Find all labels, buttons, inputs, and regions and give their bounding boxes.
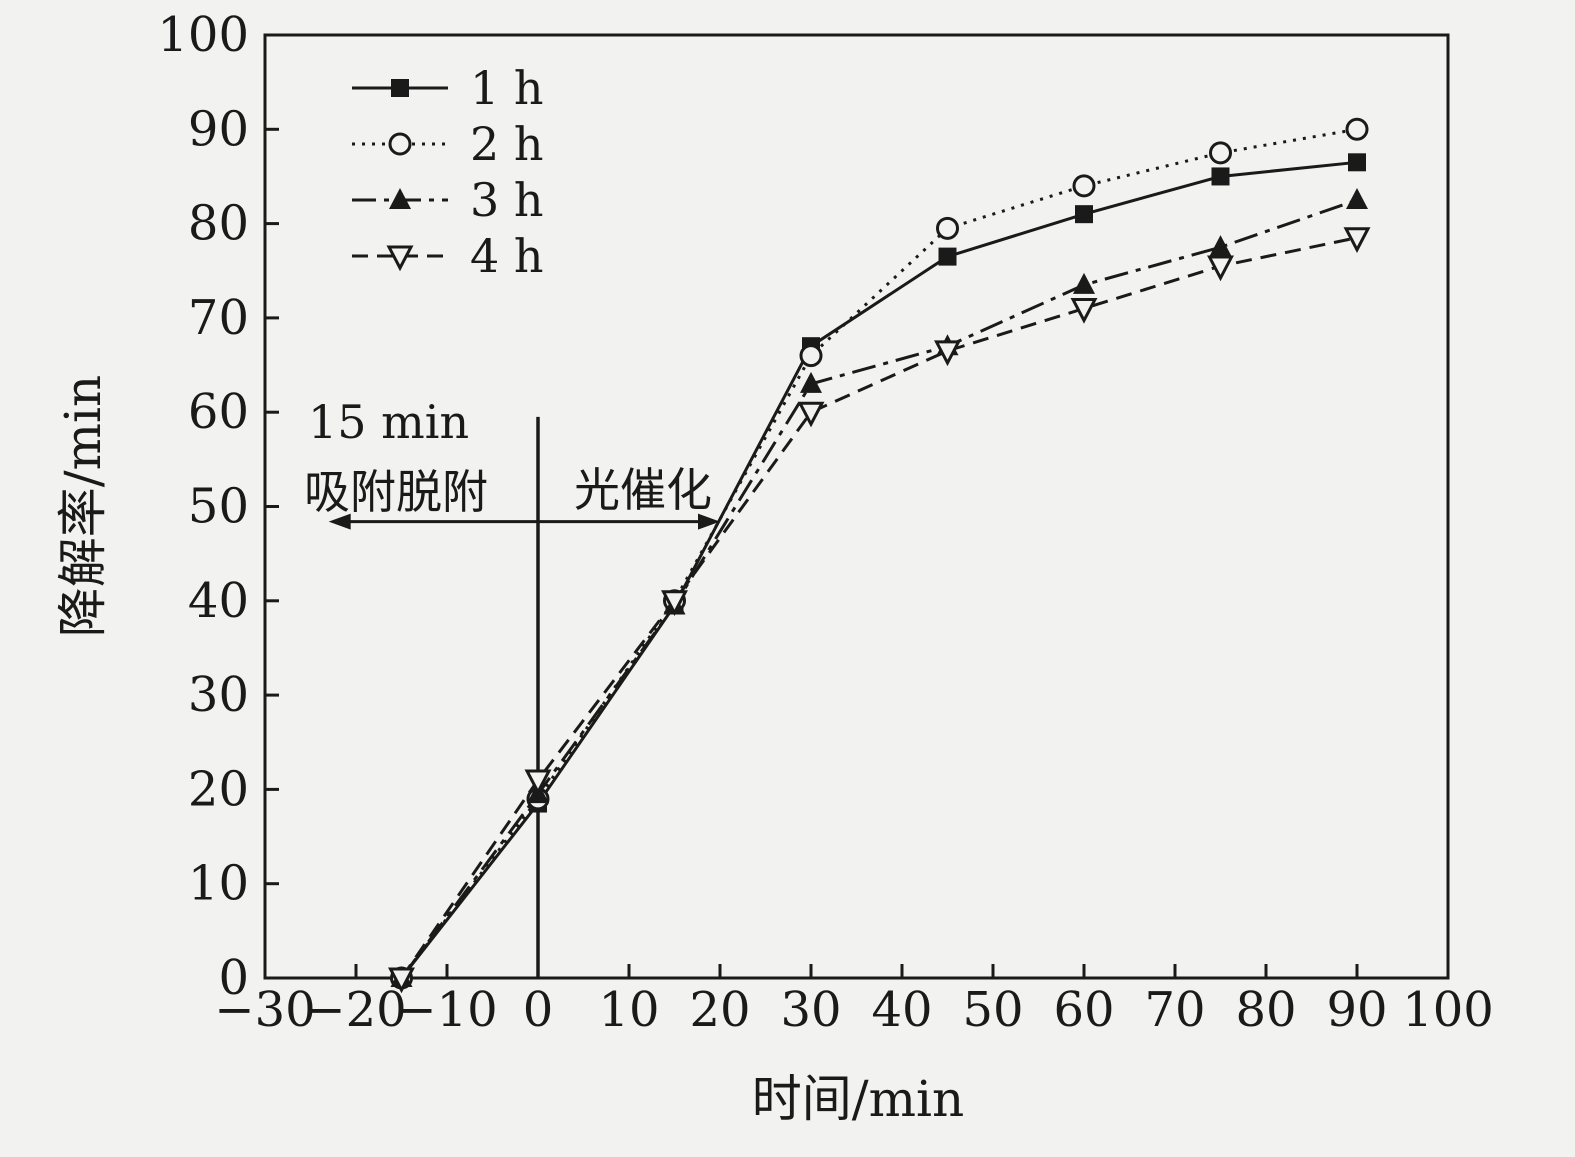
- y-tick-label: 80: [188, 196, 249, 252]
- x-tick-label: −10: [396, 982, 497, 1038]
- phase-arrow-head-right: [698, 513, 720, 530]
- y-tick-label: 50: [188, 479, 249, 535]
- series-line-1h: [400, 160, 1358, 979]
- y-tick-label: 100: [157, 7, 249, 63]
- y-tick-label: 60: [188, 384, 249, 440]
- x-tick-label: 90: [1326, 982, 1387, 1038]
- legend-label-4h: 4 h: [470, 229, 544, 283]
- x-tick-label: 70: [1144, 982, 1205, 1038]
- series-marker-3h: [800, 371, 822, 393]
- series-marker-4h: [1207, 255, 1234, 282]
- series-marker-1h: [1075, 205, 1093, 224]
- series-marker-3h: [1209, 235, 1232, 257]
- series-marker-4h: [388, 967, 415, 994]
- legend-marker-1h: [391, 79, 409, 97]
- series-marker-4h: [524, 769, 552, 796]
- x-tick-label: 0: [523, 982, 554, 1038]
- x-tick-label: 50: [962, 982, 1023, 1038]
- series-marker-4h: [797, 401, 825, 428]
- series-marker-4h: [661, 590, 688, 617]
- phase-arrow-head-left: [328, 513, 351, 530]
- x-tick-label: −30: [214, 982, 315, 1038]
- series-marker-2h: [936, 216, 959, 240]
- series-marker-4h: [1070, 297, 1098, 324]
- legend-label-2h: 2 h: [470, 117, 544, 171]
- series-marker-2h: [1345, 117, 1369, 141]
- x-tick-label: 20: [689, 982, 750, 1038]
- x-tick-label: 10: [598, 982, 659, 1038]
- x-tick-label: 30: [780, 982, 841, 1038]
- x-tick-label: 80: [1235, 982, 1296, 1038]
- annotation-15min: 15 min: [308, 395, 469, 449]
- y-tick-label: 40: [188, 573, 249, 629]
- series-marker-1h: [938, 247, 957, 266]
- series-marker-1h: [1211, 167, 1230, 186]
- y-tick-label: 0: [218, 950, 249, 1006]
- legend-marker-2h: [388, 132, 412, 156]
- y-tick-label: 70: [188, 290, 249, 346]
- series-marker-2h: [799, 344, 823, 368]
- x-tick-label: 100: [1402, 982, 1494, 1038]
- legend-label-3h: 3 h: [470, 173, 544, 227]
- y-tick-label: 90: [188, 101, 249, 157]
- series-marker-4h: [934, 340, 961, 367]
- legend-marker-3h: [389, 188, 411, 209]
- x-axis-title: 时间/min: [752, 1070, 964, 1128]
- series-line-3h: [400, 198, 1358, 979]
- series-marker-2h: [1209, 141, 1232, 165]
- annotation-adsorption-desorption: 吸附脱附: [304, 465, 488, 519]
- annotation-photocatalysis: 光催化: [574, 463, 712, 517]
- chart-root: −30−20−10 0 10 20 30 40 50 60 70 80 90 100 0 10 20 30 40…: [157, 7, 1493, 1038]
- x-tick-label: 60: [1053, 982, 1114, 1038]
- series-marker-1h: [1348, 153, 1366, 172]
- series-marker-3h: [1073, 272, 1095, 294]
- series-marker-3h: [1346, 188, 1368, 210]
- legend-label-1h: 1 h: [470, 61, 544, 115]
- legend-marker-4h: [386, 245, 414, 272]
- series-line-2h: [400, 127, 1358, 979]
- y-tick-label: 30: [188, 667, 249, 723]
- x-tick-label: −20: [305, 982, 406, 1038]
- y-axis-title: 降解率/min: [54, 375, 112, 637]
- x-tick-label: 40: [871, 982, 932, 1038]
- y-tick-label: 10: [188, 856, 249, 912]
- series-marker-2h: [1072, 174, 1096, 198]
- series-marker-4h: [1343, 227, 1371, 253]
- y-tick-label: 20: [188, 761, 249, 817]
- series-line-4h: [400, 236, 1358, 979]
